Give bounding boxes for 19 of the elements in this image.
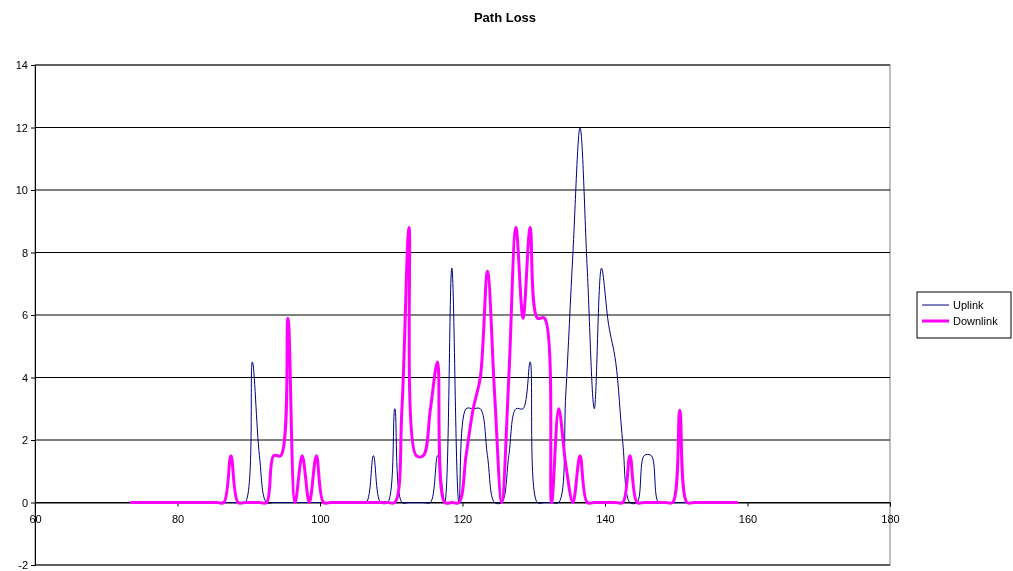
x-tick-label: 160 [738,512,758,525]
y-tick-label: 12 [15,121,28,134]
x-tick-label: 80 [171,512,185,525]
y-tick-label: 8 [21,246,28,259]
y-tick-label: 2 [21,434,28,447]
y-tick-label: 0 [21,496,28,509]
x-tick-label: 120 [453,512,473,525]
x-tick-label: 100 [311,512,330,525]
y-tick-label: 14 [15,59,28,72]
x-tick-label: 140 [596,512,615,525]
chart-title: Path Loss [473,10,537,25]
y-tick-label: 4 [21,371,28,384]
legend-label: Downlink [953,315,999,327]
y-tick-label: 10 [15,184,28,197]
legend-label: Uplink [953,299,985,311]
y-tick-label: 6 [21,309,28,322]
y-tick-label: -2 [18,559,28,571]
line-series [129,226,739,505]
x-tick-label: 180 [881,512,900,525]
